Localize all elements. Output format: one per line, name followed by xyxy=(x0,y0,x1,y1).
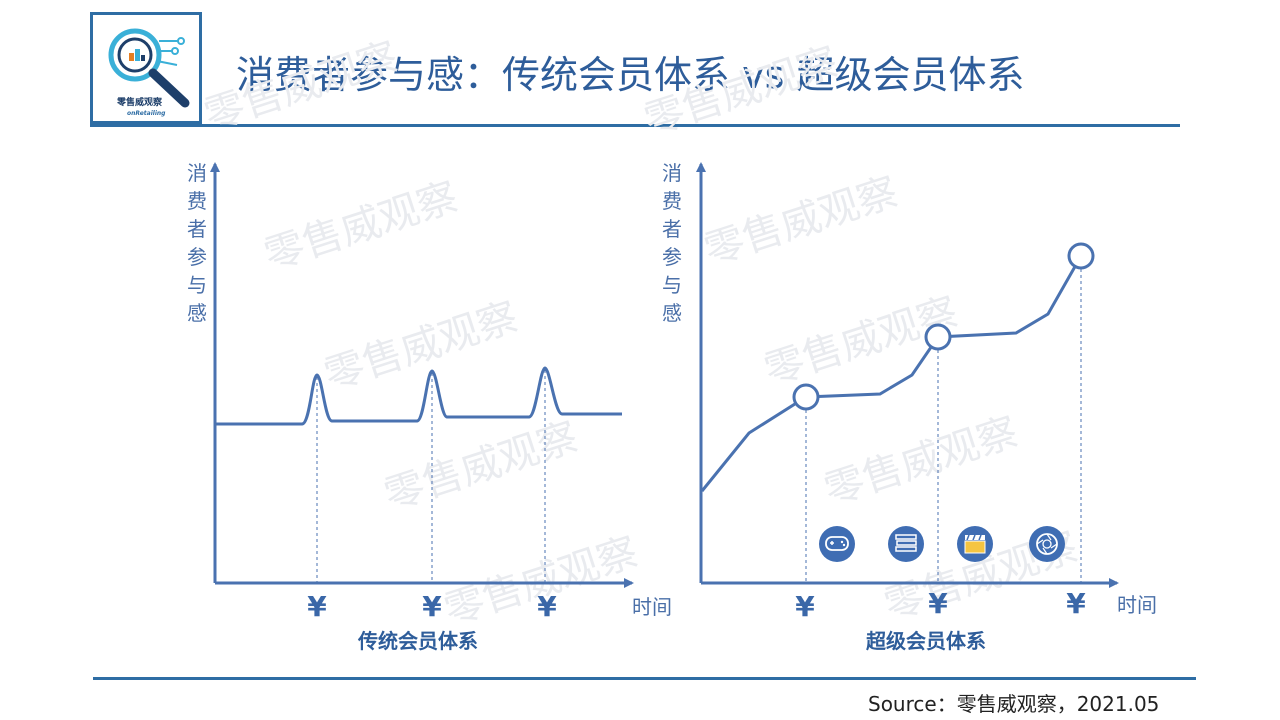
footer-divider xyxy=(93,677,1196,680)
yen-icon: ¥ xyxy=(928,587,948,620)
watermark: 零售威观察 xyxy=(699,169,903,275)
camera-aperture-icon xyxy=(1029,526,1065,562)
right-panel: 消费者参与感 时间 xyxy=(662,161,1157,653)
watermark: 零售威观察 xyxy=(319,294,523,400)
watermark: 零售威观察 xyxy=(259,174,463,280)
right-x-axis-label: 时间 xyxy=(1117,593,1157,617)
right-panel-caption: 超级会员体系 xyxy=(865,629,986,653)
yen-icon: ¥ xyxy=(1066,587,1086,620)
gamepad-icon xyxy=(819,526,855,562)
yen-icon: ¥ xyxy=(307,590,327,623)
right-engagement-line xyxy=(700,255,1083,492)
right-y-axis-label: 消费者参与感 xyxy=(662,161,682,325)
left-panel-caption: 传统会员体系 xyxy=(357,629,478,653)
yen-icon: ¥ xyxy=(422,590,442,623)
watermark: 零售威观察 xyxy=(819,409,1023,515)
page-title: 消费者参与感：传统会员体系 vs 超级会员体系 xyxy=(236,53,1025,97)
source-note: Source：零售威观察，2021.05 xyxy=(868,692,1160,716)
left-x-axis-label: 时间 xyxy=(632,595,672,619)
clapperboard-icon xyxy=(957,526,993,562)
left-panel: 消费者参与感 时间 ¥ ¥ ¥ 传统会员体系 xyxy=(187,161,672,653)
yen-icon: ¥ xyxy=(795,590,815,623)
logo: 零售威观察 onRetailing xyxy=(90,12,202,124)
yen-icon: ¥ xyxy=(537,590,557,623)
milestone-marker xyxy=(792,383,820,411)
milestone-marker xyxy=(924,323,952,351)
watermark: 零售威观察 xyxy=(199,34,403,140)
magnifier-logo-icon xyxy=(108,28,190,108)
books-icon xyxy=(888,526,924,562)
left-y-axis-label: 消费者参与感 xyxy=(187,161,207,325)
watermark: 零售威观察 xyxy=(379,414,583,520)
logo-subtext: onRetailing xyxy=(127,110,166,117)
watermark: 零售威观察 xyxy=(639,39,843,145)
logo-text: 零售威观察 xyxy=(117,98,163,108)
title-divider xyxy=(90,124,1180,127)
milestone-marker xyxy=(1067,242,1095,270)
left-engagement-line xyxy=(215,366,622,426)
